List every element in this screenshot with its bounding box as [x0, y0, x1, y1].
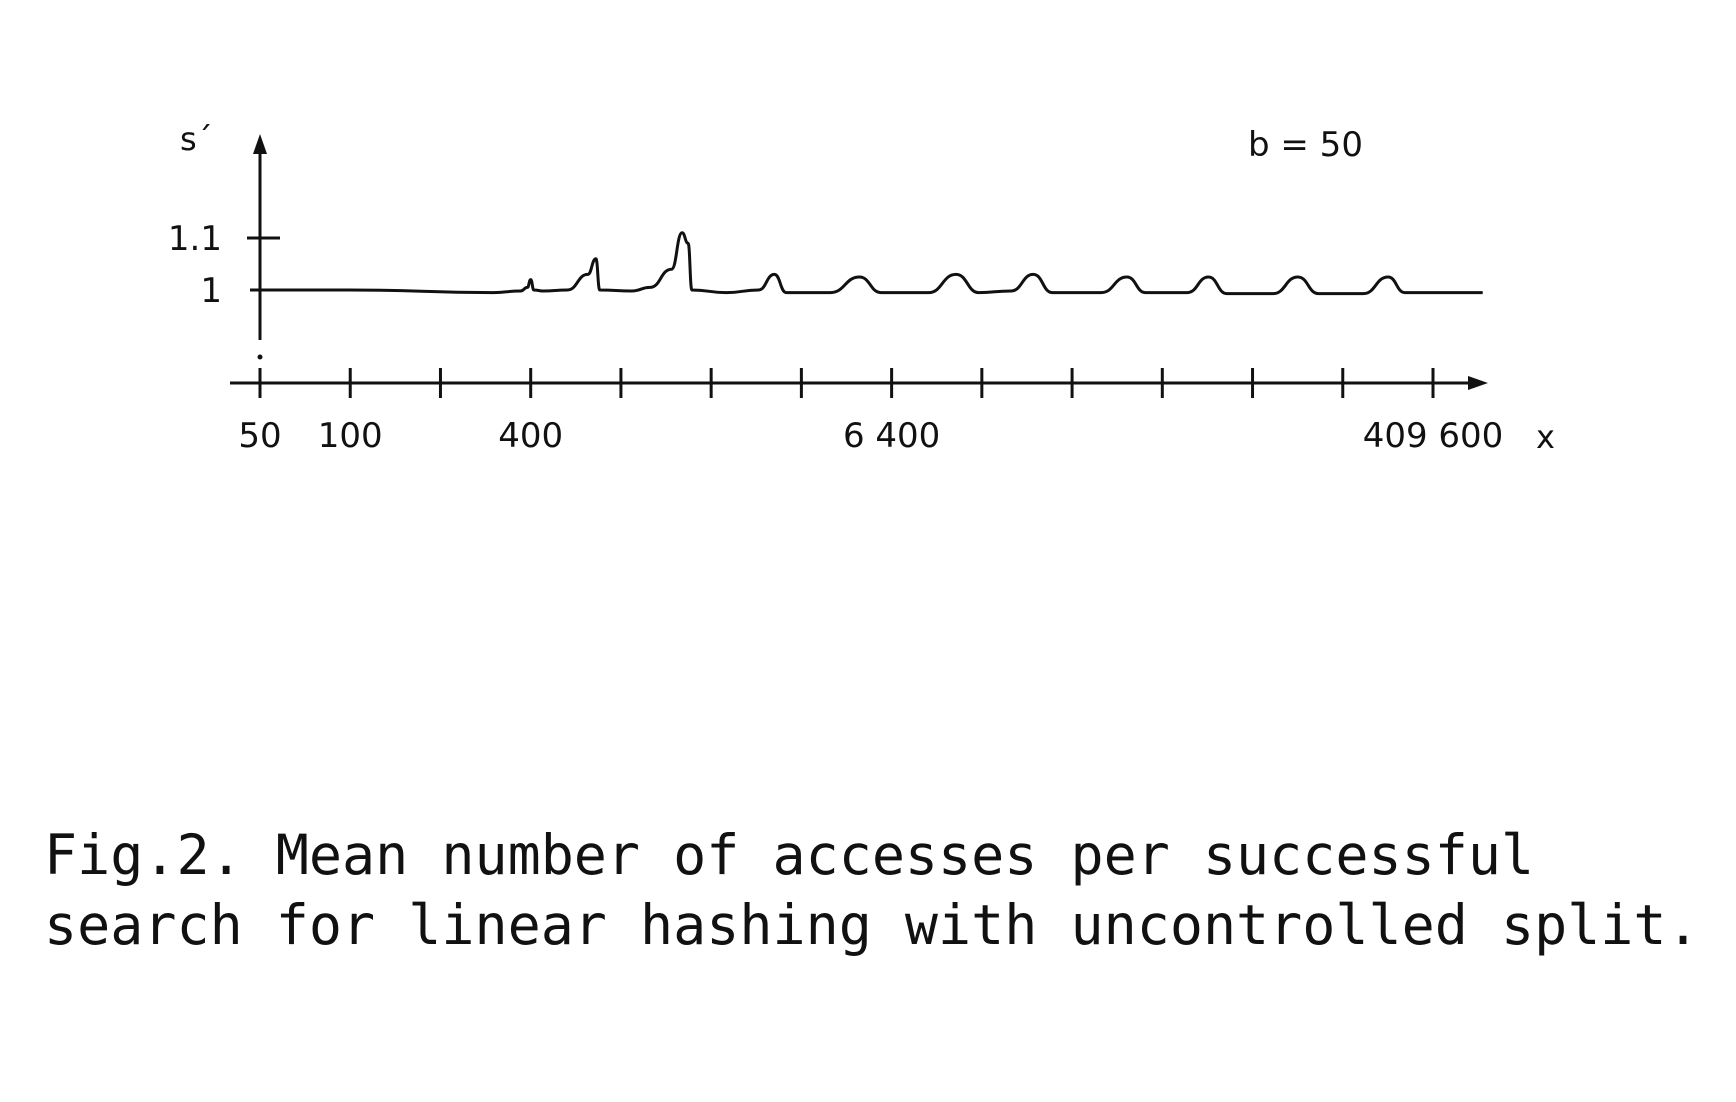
- x-tick-label: 100: [318, 416, 383, 456]
- x-tick-label: 409 600: [1363, 416, 1504, 456]
- series-line: [260, 231, 1483, 296]
- x-tick-label: 50: [238, 416, 281, 456]
- y-axis-label: s´: [180, 120, 213, 158]
- origin-dot: [257, 354, 263, 360]
- figure-caption: Fig.2. Mean number of accesses per succe…: [44, 823, 1700, 957]
- y-tick-label: 1: [200, 271, 222, 311]
- y-tick-label: 1.1: [168, 219, 222, 259]
- b-annotation: b = 50: [1248, 125, 1363, 165]
- x-tick-label: 400: [498, 416, 563, 456]
- y-axis-arrow: [253, 134, 267, 154]
- x-axis-label: x: [1536, 418, 1555, 456]
- x-axis-arrow: [1468, 376, 1488, 390]
- x-tick-label: 6 400: [843, 416, 940, 456]
